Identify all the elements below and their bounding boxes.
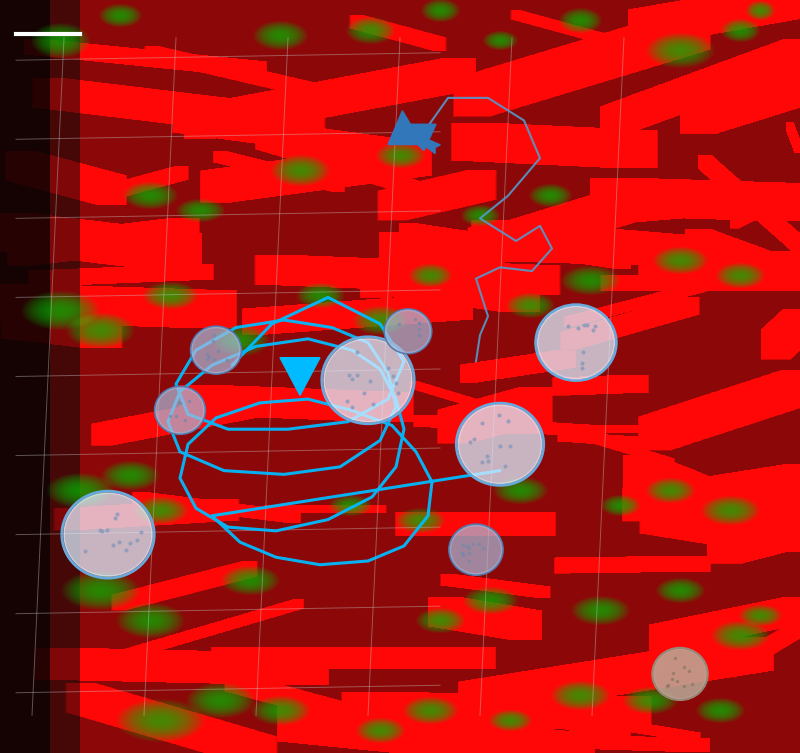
Circle shape	[386, 310, 430, 352]
Circle shape	[458, 405, 542, 483]
Polygon shape	[280, 358, 320, 395]
Circle shape	[192, 328, 240, 373]
Circle shape	[324, 339, 412, 422]
Circle shape	[64, 493, 152, 576]
Circle shape	[450, 526, 502, 574]
Circle shape	[538, 306, 614, 379]
Circle shape	[156, 388, 204, 433]
Polygon shape	[388, 111, 422, 145]
Polygon shape	[396, 124, 436, 151]
Circle shape	[654, 649, 706, 699]
